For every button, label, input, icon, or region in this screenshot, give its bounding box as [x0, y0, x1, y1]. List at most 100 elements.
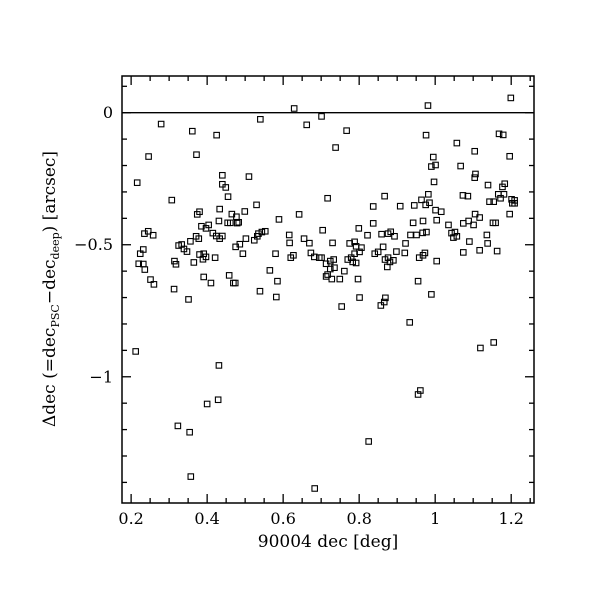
data-point-marker — [426, 199, 433, 207]
data-point-marker — [227, 219, 234, 227]
data-point-marker — [145, 153, 152, 160]
data-point-marker — [274, 277, 281, 285]
data-point-marker — [150, 281, 158, 288]
data-point-marker — [393, 248, 400, 255]
data-point-marker — [356, 248, 363, 256]
data-point-marker — [266, 267, 274, 274]
data-point-marker — [141, 266, 149, 273]
data-point-marker — [139, 246, 147, 253]
data-point-marker — [476, 214, 483, 221]
data-point-marker — [390, 257, 397, 264]
data-point-marker — [187, 473, 195, 480]
data-point-marker — [374, 248, 382, 256]
data-point-marker — [413, 231, 420, 239]
data-point-marker — [511, 199, 518, 207]
data-point-marker — [149, 231, 157, 239]
data-point-marker — [369, 220, 377, 227]
data-point-marker — [465, 217, 472, 225]
data-point-marker — [216, 205, 223, 213]
data-point-marker — [466, 238, 473, 245]
data-point-marker — [472, 170, 479, 178]
data-point-marker — [215, 362, 223, 369]
data-point-marker — [222, 184, 230, 191]
data-point-marker — [346, 240, 353, 247]
y-axis-label: Δdec (=decPSC−decdeep) [arcsec] — [40, 151, 62, 427]
data-point-marker — [168, 196, 176, 204]
data-point-marker — [506, 152, 513, 160]
data-point-marker — [172, 260, 180, 268]
data-point-marker — [231, 279, 239, 287]
data-point-marker — [470, 221, 477, 229]
data-point-marker — [391, 232, 398, 240]
data-point-marker — [133, 179, 141, 186]
data-point-marker — [343, 127, 350, 134]
data-point-marker — [219, 232, 226, 240]
data-point-marker — [242, 235, 250, 242]
data-point-marker — [483, 231, 491, 239]
data-point-marker — [495, 130, 503, 138]
data-point-marker — [318, 254, 325, 261]
data-point-marker — [500, 191, 508, 198]
data-point-marker — [186, 428, 193, 436]
data-point-marker — [235, 218, 242, 226]
data-point-marker — [490, 339, 498, 346]
data-point-marker — [477, 344, 484, 352]
y-axis-label-subscript-psc: PSC — [49, 304, 63, 328]
data-point-marker — [322, 273, 330, 280]
data-point-marker — [332, 144, 339, 151]
data-point-marker — [189, 127, 196, 135]
data-point-marker — [245, 173, 253, 180]
data-point-marker — [256, 287, 264, 295]
data-point-marker — [224, 193, 232, 200]
data-point-marker — [329, 239, 336, 247]
data-point-marker — [185, 296, 192, 303]
data-point-marker — [183, 248, 191, 255]
data-point-marker — [318, 113, 325, 120]
data-point-marker — [236, 240, 244, 248]
data-point-marker — [429, 153, 437, 161]
data-point-marker — [428, 291, 435, 298]
data-point-marker — [497, 194, 504, 202]
data-point-marker — [241, 208, 249, 215]
data-point-marker — [484, 181, 492, 189]
data-point-marker — [331, 264, 338, 272]
data-point-marker — [311, 485, 318, 492]
data-point-marker — [193, 151, 200, 158]
data-point-marker — [354, 275, 362, 283]
data-point-marker — [261, 227, 269, 235]
y-axis-label-part: Δdec (=dec — [39, 327, 60, 428]
data-point-marker — [506, 210, 513, 218]
data-point-marker — [445, 221, 452, 229]
data-point-marker — [396, 202, 404, 210]
data-point-marker — [326, 257, 334, 265]
data-point-marker — [419, 217, 427, 225]
data-point-marker — [257, 116, 264, 123]
data-point-marker — [324, 271, 331, 278]
data-point-marker — [365, 438, 372, 445]
data-point-marker — [464, 192, 472, 200]
data-point-marker — [499, 183, 506, 191]
y-tick-label: 0 — [103, 103, 113, 122]
data-point-marker — [347, 254, 355, 261]
data-point-marker — [273, 293, 280, 301]
data-point-marker — [336, 275, 344, 283]
data-point-marker — [378, 230, 385, 238]
data-point-marker — [198, 222, 205, 230]
data-point-marker — [258, 228, 266, 236]
data-point-marker — [341, 267, 348, 275]
data-point-marker — [381, 192, 388, 200]
data-point-marker — [471, 147, 479, 155]
data-point-marker — [409, 219, 417, 227]
data-point-marker — [377, 302, 385, 309]
data-point-marker — [195, 235, 203, 242]
data-point-marker — [371, 250, 379, 258]
data-point-marker — [203, 400, 211, 408]
data-point-marker — [324, 194, 331, 202]
data-point-marker — [147, 276, 154, 283]
data-point-marker — [211, 254, 219, 261]
x-tick-label: 1.2 — [498, 509, 523, 528]
data-point-marker — [290, 252, 297, 259]
plot-frame — [121, 75, 535, 504]
data-point-marker — [486, 198, 493, 205]
